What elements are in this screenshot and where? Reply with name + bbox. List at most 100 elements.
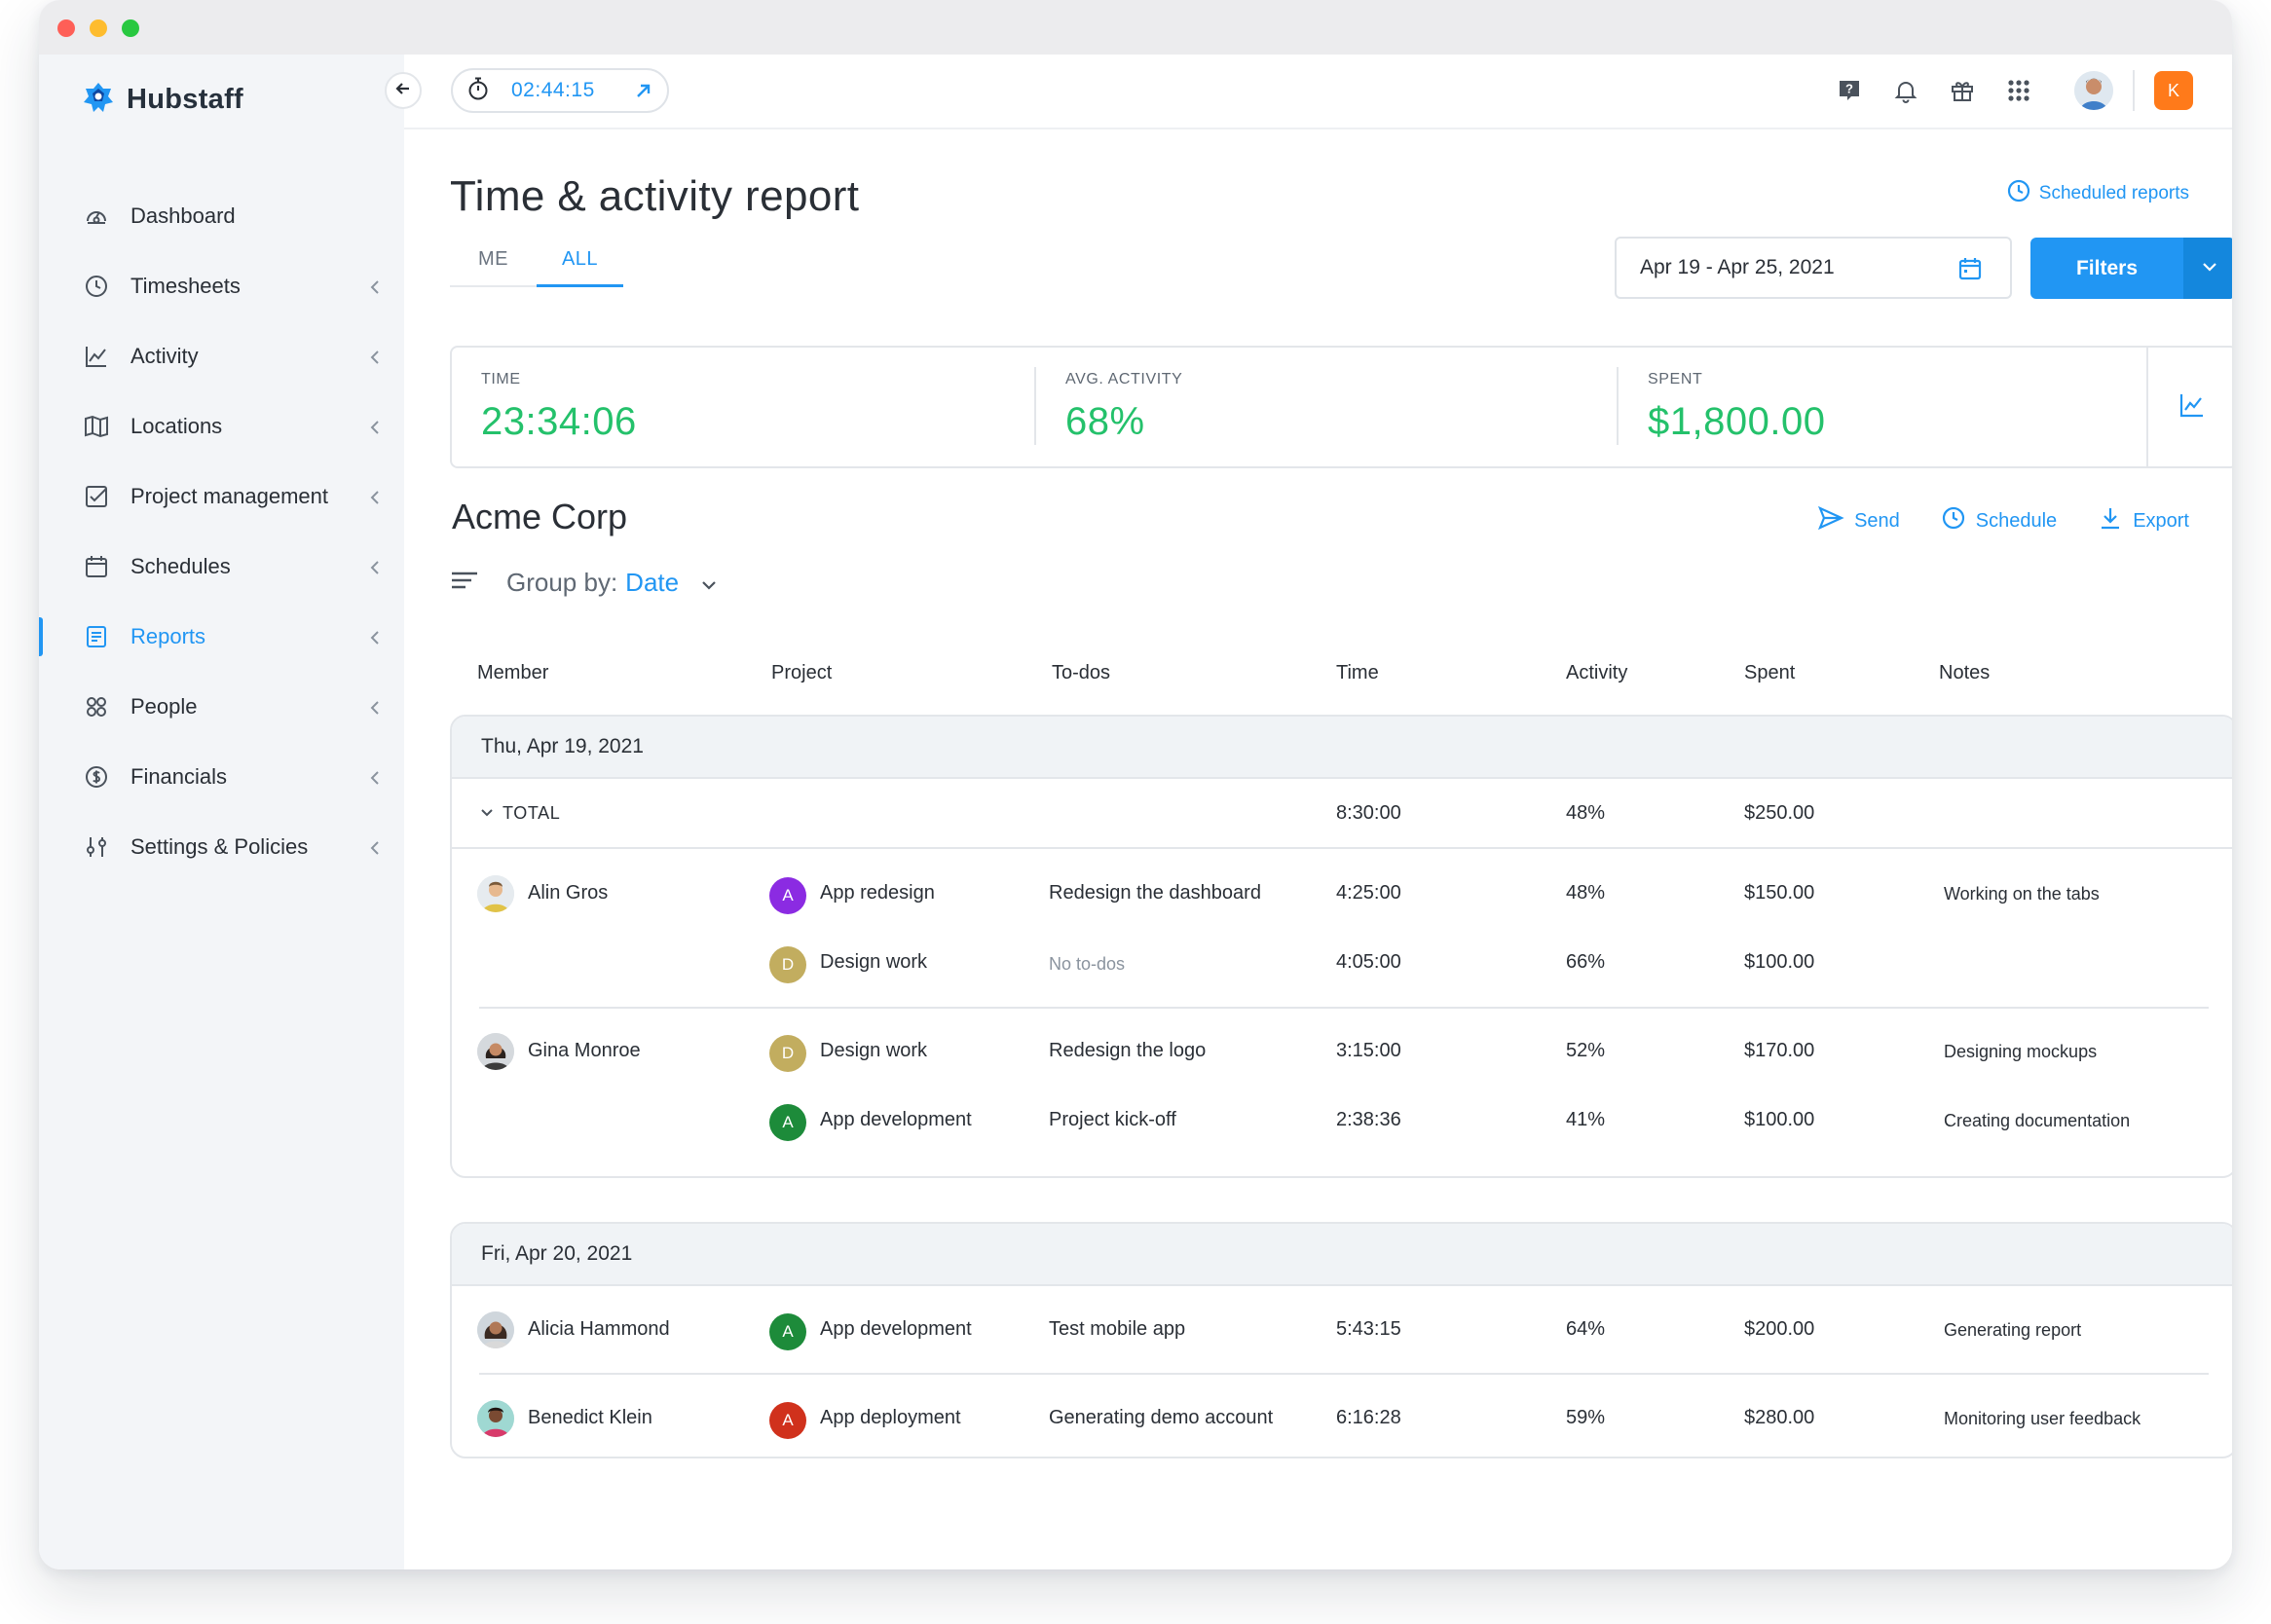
timer-widget[interactable]: 02:44:15 <box>451 68 669 113</box>
dashboard-icon <box>82 202 111 231</box>
chevron-left-icon <box>369 627 381 652</box>
app-window: Hubstaff Dashboard Timesheets Activity L… <box>39 0 2232 1569</box>
window-titlebar <box>39 0 2232 55</box>
project-name[interactable]: App development <box>820 1109 972 1130</box>
sidebar: Hubstaff Dashboard Timesheets Activity L… <box>39 55 404 1569</box>
project-name[interactable]: App development <box>820 1318 972 1340</box>
project-name[interactable]: Design work <box>820 951 928 973</box>
todo-name[interactable]: Generating demo account <box>1049 1407 1274 1428</box>
collapse-sidebar-button[interactable] <box>385 72 422 109</box>
column-header-spent: Spent <box>1744 662 1796 683</box>
clock-icon <box>1941 505 1966 536</box>
apps-grid-icon[interactable] <box>2004 76 2033 105</box>
sidebar-item-label: Activity <box>130 344 199 368</box>
organization-badge[interactable]: K <box>2154 71 2193 110</box>
maximize-window-button[interactable] <box>122 19 139 37</box>
total-toggle[interactable]: TOTAL <box>479 803 560 824</box>
sidebar-item-label: Project management <box>130 484 328 508</box>
page-title: Time & activity report <box>450 172 860 220</box>
project-avatar: A <box>769 1313 806 1350</box>
tab-me[interactable]: ME <box>478 248 508 270</box>
sort-lines-icon <box>450 568 479 598</box>
activity-chart-icon <box>82 342 111 371</box>
sidebar-item-schedules[interactable]: Schedules <box>39 532 404 602</box>
sliders-icon <box>82 832 111 862</box>
schedule-label: Schedule <box>1975 509 2058 532</box>
row-spent: $150.00 <box>1744 882 1815 904</box>
help-icon[interactable]: ? <box>1835 76 1864 105</box>
minimize-window-button[interactable] <box>90 19 107 37</box>
sidebar-item-financials[interactable]: Financials <box>39 742 404 812</box>
top-bar-icons: ? K <box>1835 70 2193 111</box>
row-spent: $280.00 <box>1744 1407 1815 1428</box>
tab-all[interactable]: ALL <box>537 239 623 287</box>
todo-name[interactable]: Project kick-off <box>1049 1109 1176 1130</box>
stat-spent: SPENT $1,800.00 <box>1619 348 1825 466</box>
date-group: Fri, Apr 20, 2021 Alicia Hammond A App d… <box>450 1222 2232 1458</box>
total-row[interactable]: TOTAL 8:30:00 48% $250.00 <box>452 779 2232 849</box>
group-date-header: Fri, Apr 20, 2021 <box>452 1224 2232 1286</box>
todo-name[interactable]: Test mobile app <box>1049 1318 1186 1340</box>
project-name[interactable]: App deployment <box>820 1407 961 1428</box>
group-by-selector[interactable]: Group by: Date <box>450 568 718 598</box>
member-name: Alicia Hammond <box>528 1318 670 1340</box>
row-time: 4:05:00 <box>1336 951 1401 973</box>
download-icon <box>2098 505 2123 536</box>
bell-icon[interactable] <box>1891 76 1920 105</box>
project-name[interactable]: App redesign <box>820 882 935 904</box>
row-divider <box>479 1007 2209 1009</box>
todo-name[interactable]: Redesign the dashboard <box>1049 882 1261 904</box>
send-button[interactable]: Send <box>1817 505 1900 536</box>
sidebar-item-people[interactable]: People <box>39 672 404 742</box>
scheduled-reports-link[interactable]: Scheduled reports <box>2006 178 2189 209</box>
view-chart-button[interactable] <box>2146 348 2232 466</box>
gift-icon[interactable] <box>1948 76 1977 105</box>
sidebar-item-project-management[interactable]: Project management <box>39 461 404 532</box>
stat-spent-value: $1,800.00 <box>1648 400 1826 443</box>
sidebar-nav: Dashboard Timesheets Activity Locations … <box>39 181 404 882</box>
send-label: Send <box>1854 509 1900 532</box>
sidebar-item-activity[interactable]: Activity <box>39 321 404 391</box>
date-range-picker[interactable]: Apr 19 - Apr 25, 2021 <box>1615 237 2012 299</box>
row-activity: 41% <box>1566 1109 1606 1130</box>
avatar <box>477 1033 514 1070</box>
chevron-left-icon <box>369 557 381 582</box>
sidebar-item-label: Settings & Policies <box>130 834 309 859</box>
sidebar-item-settings-policies[interactable]: Settings & Policies <box>39 812 404 882</box>
stat-divider <box>1034 367 1036 445</box>
row-time: 3:15:00 <box>1336 1040 1401 1061</box>
project-avatar: A <box>769 877 806 914</box>
scheduled-reports-label: Scheduled reports <box>2038 183 2189 203</box>
sidebar-item-label: Reports <box>130 624 206 648</box>
close-window-button[interactable] <box>57 19 75 37</box>
row-time: 2:38:36 <box>1336 1109 1401 1130</box>
column-header-notes: Notes <box>1939 662 1991 683</box>
sidebar-item-label: People <box>130 694 198 719</box>
chevron-left-icon <box>369 767 381 793</box>
filters-button-group: Filters <box>2030 238 2232 299</box>
total-label: TOTAL <box>503 803 561 823</box>
line-chart-icon <box>2178 390 2207 424</box>
filters-button[interactable]: Filters <box>2075 256 2139 279</box>
avatar <box>477 1400 514 1437</box>
avatar <box>477 875 514 912</box>
todo-name[interactable]: Redesign the logo <box>1049 1040 1207 1061</box>
user-avatar[interactable] <box>2074 71 2113 110</box>
dollar-icon <box>82 762 111 792</box>
project-name[interactable]: Design work <box>820 1040 928 1061</box>
row-time: 6:16:28 <box>1336 1407 1401 1428</box>
avatar <box>477 1311 514 1348</box>
sidebar-item-reports[interactable]: Reports <box>39 602 404 672</box>
sidebar-item-timesheets[interactable]: Timesheets <box>39 251 404 321</box>
schedule-button[interactable]: Schedule <box>1941 505 2057 536</box>
open-timer-arrow-icon[interactable] <box>634 81 653 105</box>
sidebar-item-dashboard[interactable]: Dashboard <box>39 181 404 251</box>
report-icon <box>82 622 111 651</box>
group-date-header: Thu, Apr 19, 2021 <box>452 717 2232 779</box>
hubstaff-logo[interactable]: Hubstaff <box>82 76 243 123</box>
filters-dropdown-toggle[interactable] <box>2183 238 2232 299</box>
row-spent: $200.00 <box>1744 1318 1815 1340</box>
export-button[interactable]: Export <box>2098 505 2189 536</box>
sidebar-item-locations[interactable]: Locations <box>39 391 404 461</box>
row-notes: Working on the tabs <box>1944 884 2100 904</box>
